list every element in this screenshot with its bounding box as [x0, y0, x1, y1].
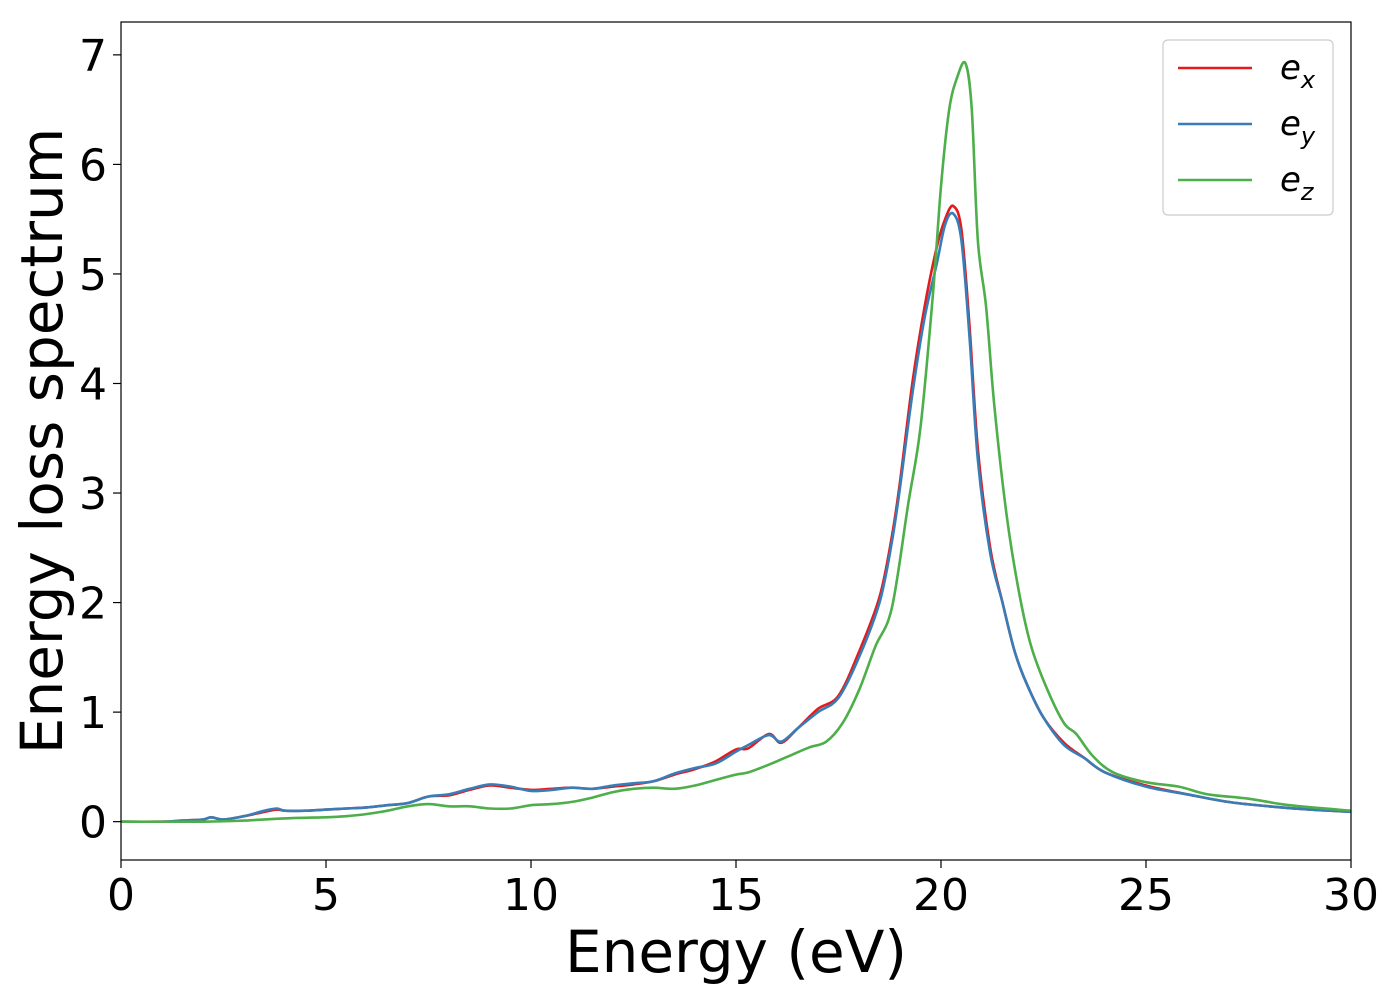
x-tick-label: 30 — [1323, 870, 1379, 921]
y-tick-label: 5 — [79, 250, 107, 301]
y-ticks: 0 1 2 3 4 5 6 7 — [79, 31, 121, 849]
x-tick-label: 0 — [107, 870, 135, 921]
legend-label-subscript: z — [1300, 178, 1315, 206]
series-line-z — [120, 60, 1352, 824]
y-tick-label: 0 — [79, 798, 107, 849]
series-layer — [120, 60, 1352, 824]
legend-label-z: ez — [1280, 160, 1315, 206]
y-tick-label: 1 — [79, 688, 107, 739]
series-line-y — [120, 211, 1352, 824]
legend-label-y: ey — [1280, 104, 1316, 150]
y-tick-label: 4 — [79, 359, 107, 410]
y-tick-label: 2 — [79, 579, 107, 630]
y-tick-label: 7 — [79, 31, 107, 82]
x-tick-label: 25 — [1118, 870, 1174, 921]
legend-label-base: e — [1280, 160, 1301, 200]
legend-label-subscript: x — [1300, 66, 1316, 94]
y-tick-label: 3 — [79, 469, 107, 520]
x-tick-label: 10 — [503, 870, 559, 921]
x-tick-label: 20 — [913, 870, 969, 921]
legend-label-subscript: y — [1300, 122, 1316, 150]
legend-label-base: e — [1280, 104, 1301, 144]
y-axis-label: Energy loss spectrum — [8, 128, 76, 754]
legend-label-base: e — [1280, 48, 1301, 88]
y-tick-label: 6 — [79, 140, 107, 191]
legend-box — [1162, 39, 1334, 216]
x-tick-label: 15 — [708, 870, 764, 921]
x-axis-label: Energy (eV) — [565, 918, 907, 986]
x-ticks: 0 5 10 15 20 25 30 — [107, 860, 1379, 921]
legend-label-x: ex — [1280, 48, 1316, 94]
x-tick-label: 5 — [312, 870, 340, 921]
